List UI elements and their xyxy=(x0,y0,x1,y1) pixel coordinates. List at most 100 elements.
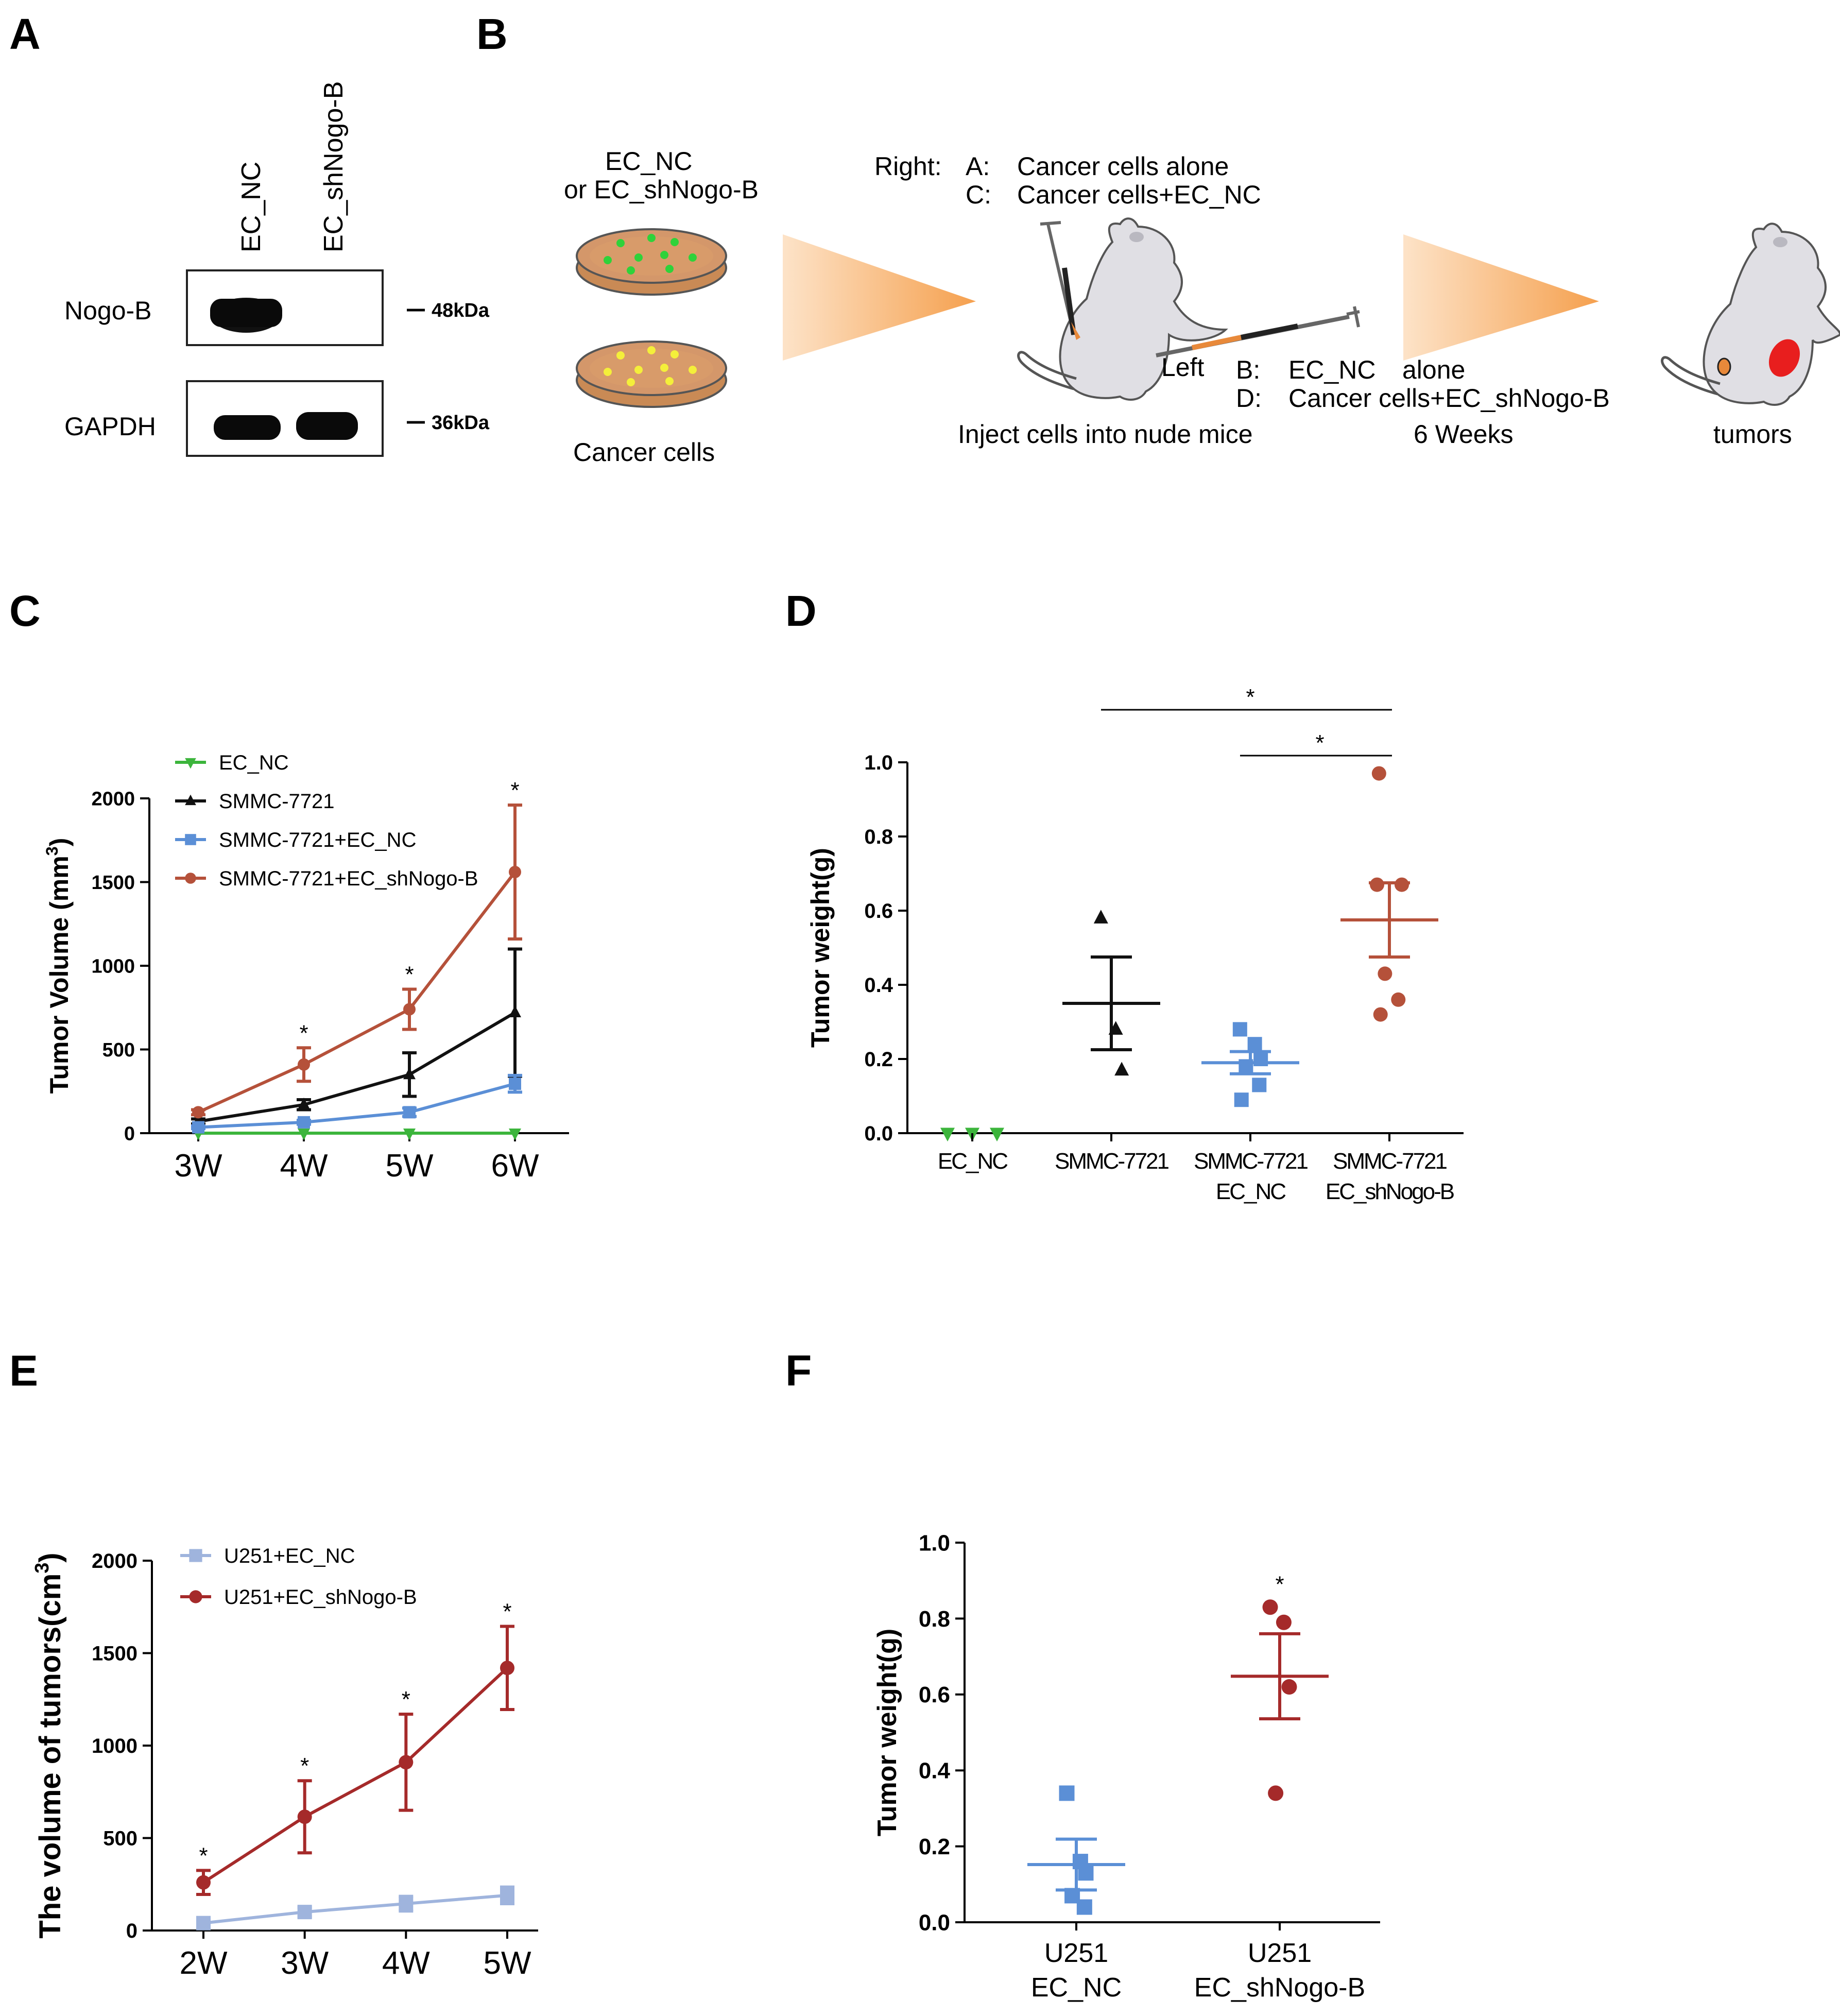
legend-label: EC_NC xyxy=(219,751,289,774)
x-tick-label: U251 xyxy=(1044,1938,1108,1968)
data-point xyxy=(1252,1078,1267,1092)
y-tick-label: 0.4 xyxy=(864,974,893,997)
label-left: Left xyxy=(1161,353,1205,382)
chart-f-tumor-weight-u251: 0.0 0.2 0.4 0.6 0.8 1.0 Tumor weight(g) U251 EC_… xyxy=(872,1530,1380,2003)
label-tumors: tumors xyxy=(1713,420,1792,449)
label-right: Right: xyxy=(874,152,942,181)
tumor-right xyxy=(1768,339,1800,377)
series-line-smmc-7721 xyxy=(198,1011,516,1123)
data-point xyxy=(403,1003,416,1016)
data-point xyxy=(196,1875,211,1890)
data-point xyxy=(297,1905,312,1920)
data-point xyxy=(509,866,521,878)
y-tick-label: 0.2 xyxy=(864,1048,893,1071)
arrow-triangle-1 xyxy=(783,234,976,361)
y-tick-label: 0.2 xyxy=(919,1834,950,1859)
legend-label: U251+EC_shNogo-B xyxy=(224,1586,417,1609)
data-point xyxy=(1093,910,1108,924)
arrow-triangle-2 xyxy=(1403,234,1599,361)
lane-label-ec-shnogo-b: EC_shNogo-B xyxy=(319,81,349,252)
data-point xyxy=(1276,1614,1292,1630)
y-tick-label: 1.0 xyxy=(864,751,893,774)
data-point xyxy=(1395,877,1409,892)
legend-marker xyxy=(185,834,196,845)
significance-star: * xyxy=(299,1020,308,1046)
data-point xyxy=(1232,1022,1247,1037)
y-tick-label: 0.6 xyxy=(864,900,893,922)
significance-star: * xyxy=(503,1599,511,1624)
data-point xyxy=(399,1755,414,1770)
x-tick-label: 4W xyxy=(280,1148,328,1184)
dish-label-ec-nc: EC_NC xyxy=(605,147,692,176)
panel-letter-c: C xyxy=(9,587,41,635)
data-point xyxy=(298,1058,310,1071)
data-point xyxy=(1370,877,1384,892)
x-tick-label: 5W xyxy=(484,1945,531,1981)
y-tick-label: 0.8 xyxy=(919,1607,950,1632)
legend-label: SMMC-7721+EC_NC xyxy=(219,829,416,851)
legend-marker xyxy=(189,1590,202,1603)
data-point xyxy=(1268,1785,1284,1801)
label-left-d-key: D: xyxy=(1236,384,1262,413)
label-right-c-text: Cancer cells+EC_NC xyxy=(1017,180,1261,209)
label-6-weeks: 6 Weeks xyxy=(1414,420,1514,449)
data-point xyxy=(298,1116,310,1129)
y-tick-label: 2000 xyxy=(92,1550,137,1573)
significance-star: * xyxy=(510,778,519,803)
x-tick-label-line2: EC_shNogo-B xyxy=(1326,1179,1454,1204)
series-smmc-7721-ec-shnogo-b xyxy=(191,804,522,1119)
y-tick-label: 0.4 xyxy=(919,1758,951,1784)
data-point xyxy=(298,1129,310,1140)
y-tick-label: 2000 xyxy=(91,788,135,810)
band-gapdh-ec-nc xyxy=(214,415,281,440)
data-point xyxy=(1373,1007,1388,1022)
panel-b: B EC_NC or EC_shNogo-B Cancer cells xyxy=(476,10,1840,467)
row-label-nogo-b: Nogo-B xyxy=(64,296,152,325)
significance-star: * xyxy=(1275,1571,1284,1597)
data-point xyxy=(298,1097,310,1109)
chart-d-tumor-weight: 0.0 0.2 0.4 0.6 0.8 1.0 Tumor weight(g) EC_NC SM… xyxy=(806,685,1464,1204)
x-tick-label: 5W xyxy=(386,1148,434,1184)
chart-e-tumor-volume-u251: 0 500 1000 1500 2000 2W 3W 4W 5W The volume of tu… xyxy=(31,1545,538,1981)
y-tick-label: 0.8 xyxy=(864,826,893,848)
y-tick-label: 1500 xyxy=(91,872,135,894)
data-point xyxy=(1234,1092,1249,1107)
y-axis-label: The volume of tumors(cm3) xyxy=(31,1552,67,1938)
x-tick-label: 6W xyxy=(491,1148,539,1184)
data-point xyxy=(500,1888,514,1903)
legend-marker xyxy=(185,794,196,806)
data-point xyxy=(1247,1037,1262,1052)
chart-c-tumor-volume: 0 500 1000 1500 2000 3W 4W 5W 6W Tumor Volume (mm… xyxy=(43,751,569,1184)
significance-star: * xyxy=(405,962,414,987)
data-point xyxy=(990,1127,1004,1142)
data-point xyxy=(1281,1679,1297,1695)
x-tick-label: SMMC-7721 xyxy=(1055,1149,1168,1174)
data-point xyxy=(509,1005,521,1017)
significance-star: * xyxy=(300,1753,309,1779)
x-tick-label: 4W xyxy=(382,1945,430,1981)
significance-star: * xyxy=(402,1687,410,1712)
data-point xyxy=(1371,766,1386,781)
data-point xyxy=(192,1121,204,1134)
dish-label-or-shnogo: or EC_shNogo-B xyxy=(564,175,759,204)
data-point xyxy=(1078,1865,1094,1881)
x-tick-label: 2W xyxy=(180,1945,228,1981)
series-u251-ec-nc xyxy=(196,1885,514,1930)
mouse-illustration-injection xyxy=(1017,217,1360,401)
band-nogo-b-core xyxy=(210,299,282,327)
label-cancer-cells: Cancer cells xyxy=(573,438,715,467)
data-point xyxy=(509,1129,521,1140)
series-line-u251-ec-shnogo-b xyxy=(202,1667,509,1884)
legend-marker xyxy=(185,873,196,884)
series-line-smmc-7721-ec-nc xyxy=(198,1082,515,1129)
marker-36kda: 36kDa xyxy=(432,412,490,434)
label-right-c-key: C: xyxy=(966,180,991,209)
data-point xyxy=(509,1078,521,1090)
x-tick-label: 3W xyxy=(281,1945,329,1981)
row-label-gapdh: GAPDH xyxy=(64,412,156,441)
data-point xyxy=(1378,966,1392,981)
panel-e: E 0 500 1000 1500 2000 2W 3W 4W 5W The volume of … xyxy=(9,1346,538,1981)
label-left-b-key: B: xyxy=(1236,355,1260,384)
lane-label-ec-nc: EC_NC xyxy=(236,162,266,252)
